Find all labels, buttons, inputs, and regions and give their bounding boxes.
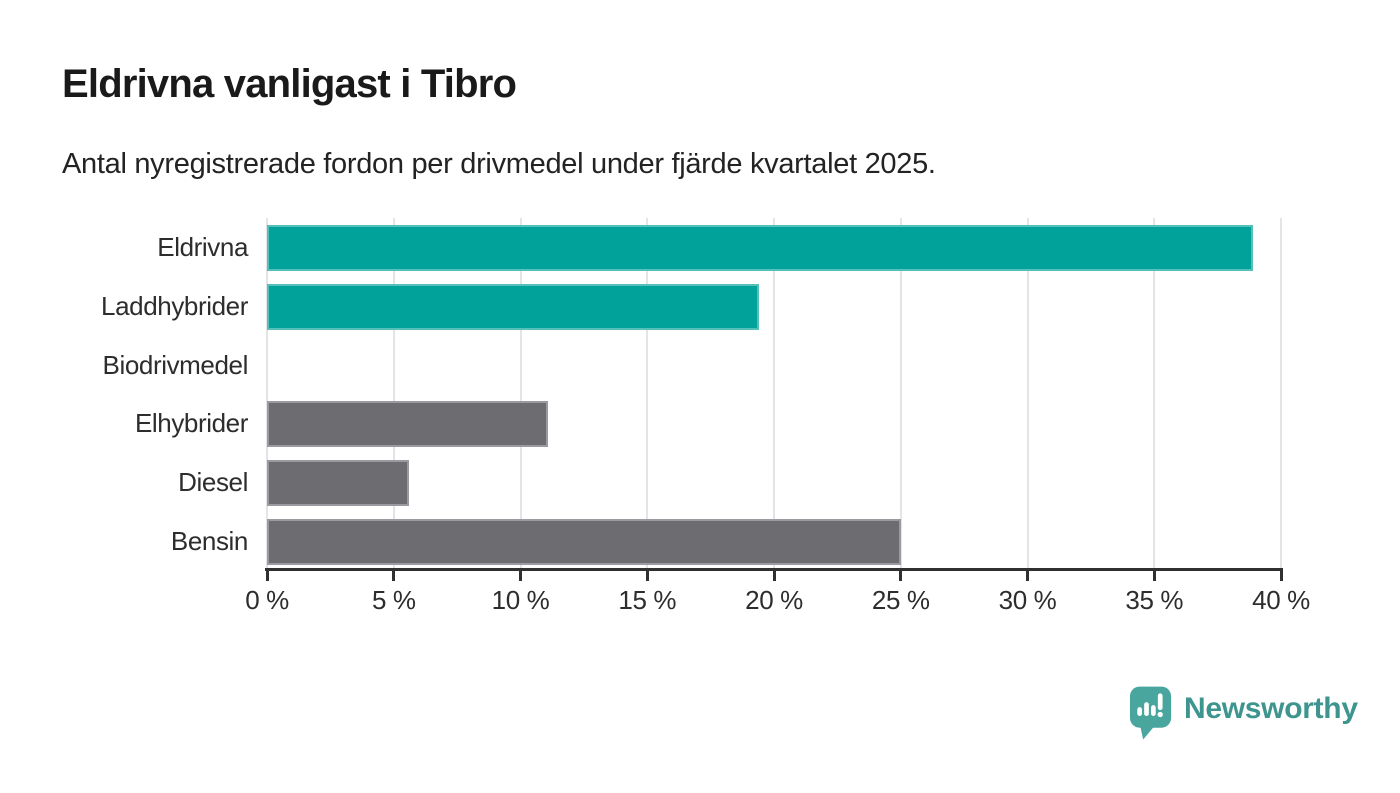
newsworthy-logo: Newsworthy (1128, 684, 1358, 742)
x-tick-label-10: 10 % (491, 585, 550, 615)
x-tick-label-35: 35 % (1125, 585, 1184, 615)
x-tick-label-5: 5 % (371, 585, 416, 615)
x-tick-label-40: 40 % (1252, 585, 1310, 615)
bar-eldrivna (267, 225, 1254, 272)
bar-elhybrider (267, 401, 549, 448)
bar-diesel (267, 460, 409, 506)
plot-area (266, 218, 1282, 570)
category-label-biodrivmedel: Biodrivmedel (102, 349, 249, 380)
x-tick-label-0: 0 % (245, 585, 289, 615)
grid-line-15 (646, 218, 649, 570)
grid-line-5 (392, 218, 395, 570)
category-label-diesel: Diesel (178, 467, 248, 497)
grid-line-30 (1026, 218, 1029, 570)
x-tick-label-25: 25 % (871, 585, 930, 615)
chart-title: Eldrivna vanligast i Tibro (62, 62, 517, 106)
category-label-elhybrider: Elhybrider (134, 408, 248, 439)
x-tick-15 (645, 568, 649, 581)
bar-laddhybrider (267, 284, 759, 330)
grid-line-40 (1280, 218, 1282, 570)
x-tick-0 (265, 568, 269, 581)
category-label-bensin: Bensin (170, 525, 249, 556)
x-tick-35 (1152, 568, 1156, 581)
x-tick-5 (392, 568, 396, 581)
x-tick-30 (1026, 568, 1029, 581)
x-tick-40 (1279, 568, 1283, 581)
newsworthy-wordmark: Newsworthy (1184, 692, 1358, 725)
grid-line-35 (1153, 218, 1156, 570)
x-tick-label-30: 30 % (998, 585, 1057, 615)
chart-subtitle: Antal nyregistrerade fordon per drivmede… (62, 148, 936, 180)
grid-line-10 (519, 218, 522, 570)
category-label-laddhybrider: Laddhybrider (101, 291, 248, 321)
grid-line-0 (266, 218, 268, 570)
x-tick-label-20: 20 % (745, 585, 803, 615)
newsworthy-chart-bubble-icon (1129, 686, 1172, 740)
x-tick-10 (519, 568, 522, 581)
grid-line-20 (773, 218, 775, 570)
category-label-eldrivna: Eldrivna (157, 232, 248, 263)
bar-bensin (267, 518, 901, 565)
category-axis-labels: Eldrivna Laddhybrider Biodrivmedel Elhybrid… (0, 218, 248, 570)
x-tick-25 (899, 568, 903, 581)
grid-line-25 (899, 218, 902, 570)
x-tick-20 (772, 568, 776, 581)
x-tick-label-15: 15 % (618, 585, 677, 615)
